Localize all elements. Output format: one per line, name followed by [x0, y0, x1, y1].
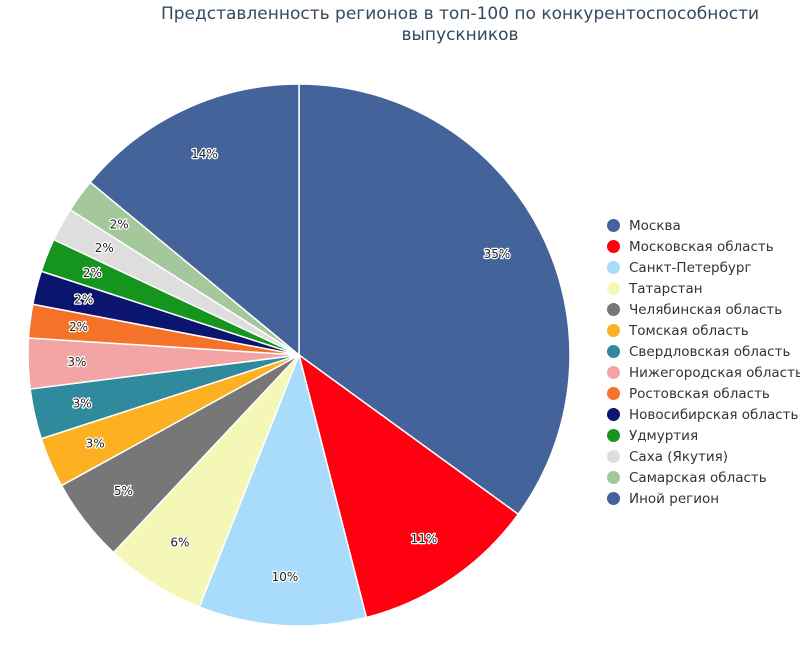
chart-title-line-2: выпускников: [401, 25, 519, 45]
legend-label-12: Саха (Якутия): [629, 448, 729, 465]
legend-item-11[interactable]: Удмуртия: [607, 425, 800, 446]
legend-item-9[interactable]: Ростовская область: [607, 383, 800, 404]
legend-label-6: Томская область: [629, 322, 749, 339]
legend-item-12[interactable]: Саха (Якутия): [607, 446, 800, 467]
legend-swatch-8: [607, 366, 620, 379]
legend-label-7: Свердловская область: [629, 343, 791, 360]
legend-swatch-13: [607, 471, 620, 484]
pie-slice-14[interactable]: [89, 83, 300, 357]
legend-label-9: Ростовская область: [629, 385, 770, 402]
pie-slice-3[interactable]: [198, 352, 368, 627]
slice-label-10: 2%: [74, 293, 93, 307]
legend-swatch-6: [607, 324, 620, 337]
legend-label-1: Москва: [629, 217, 681, 234]
legend-swatch-3: [607, 261, 620, 274]
legend-swatch-9: [607, 387, 620, 400]
legend-label-5: Челябинская область: [629, 301, 783, 318]
slice-label-9: 2%: [69, 320, 88, 334]
chart-title-line-1: Представленность регионов в топ-100 по к…: [160, 4, 760, 24]
slice-label-3: 10%: [272, 570, 299, 584]
legend-swatch-5: [607, 303, 620, 316]
slice-label-8: 3%: [67, 355, 86, 369]
legend-item-14[interactable]: Иной регион: [607, 488, 800, 509]
legend-item-2[interactable]: Московская область: [607, 236, 800, 257]
pie-slice-1[interactable]: [298, 83, 571, 516]
legend-item-5[interactable]: Челябинская область: [607, 299, 800, 320]
chart-title: Представленность регионов в топ-100 по к…: [100, 4, 800, 46]
legend-item-8[interactable]: Нижегородская область: [607, 362, 800, 383]
legend: Москва Московская область Санкт-Петербург Т…: [607, 215, 800, 509]
pie-slice-2[interactable]: [297, 353, 520, 619]
legend-item-1[interactable]: Москва: [607, 215, 800, 236]
legend-label-8: Нижегородская область: [629, 364, 800, 381]
legend-swatch-2: [607, 240, 620, 253]
slice-label-7: 3%: [73, 397, 92, 411]
legend-swatch-11: [607, 429, 620, 442]
slice-label-2: 11%: [411, 532, 438, 546]
legend-item-4[interactable]: Татарстан: [607, 278, 800, 299]
slice-label-1: 35%: [484, 247, 511, 261]
legend-item-10[interactable]: Новосибирская область: [607, 404, 800, 425]
slice-label-6: 3%: [86, 436, 105, 450]
legend-item-7[interactable]: Свердловская область: [607, 341, 800, 362]
legend-item-13[interactable]: Самарская область: [607, 467, 800, 488]
legend-label-14: Иной регион: [629, 490, 720, 507]
legend-item-3[interactable]: Санкт-Петербург: [607, 257, 800, 278]
slice-label-4: 6%: [170, 536, 189, 550]
slice-label-5: 5%: [114, 484, 133, 498]
legend-swatch-7: [607, 345, 620, 358]
legend-swatch-10: [607, 408, 620, 421]
legend-item-6[interactable]: Томская область: [607, 320, 800, 341]
slice-label-14: 14%: [191, 147, 218, 161]
legend-swatch-12: [607, 450, 620, 463]
legend-label-4: Татарстан: [629, 280, 703, 297]
legend-label-2: Московская область: [629, 238, 774, 255]
legend-label-13: Самарская область: [629, 469, 767, 486]
legend-swatch-14: [607, 492, 620, 505]
slice-label-11: 2%: [83, 266, 102, 280]
legend-label-3: Санкт-Петербург: [629, 259, 752, 276]
legend-label-11: Удмуртия: [629, 427, 699, 444]
legend-swatch-4: [607, 282, 620, 295]
legend-label-10: Новосибирская область: [629, 406, 799, 423]
slice-label-13: 2%: [110, 217, 129, 231]
legend-swatch-1: [607, 219, 620, 232]
slice-label-12: 2%: [95, 241, 114, 255]
